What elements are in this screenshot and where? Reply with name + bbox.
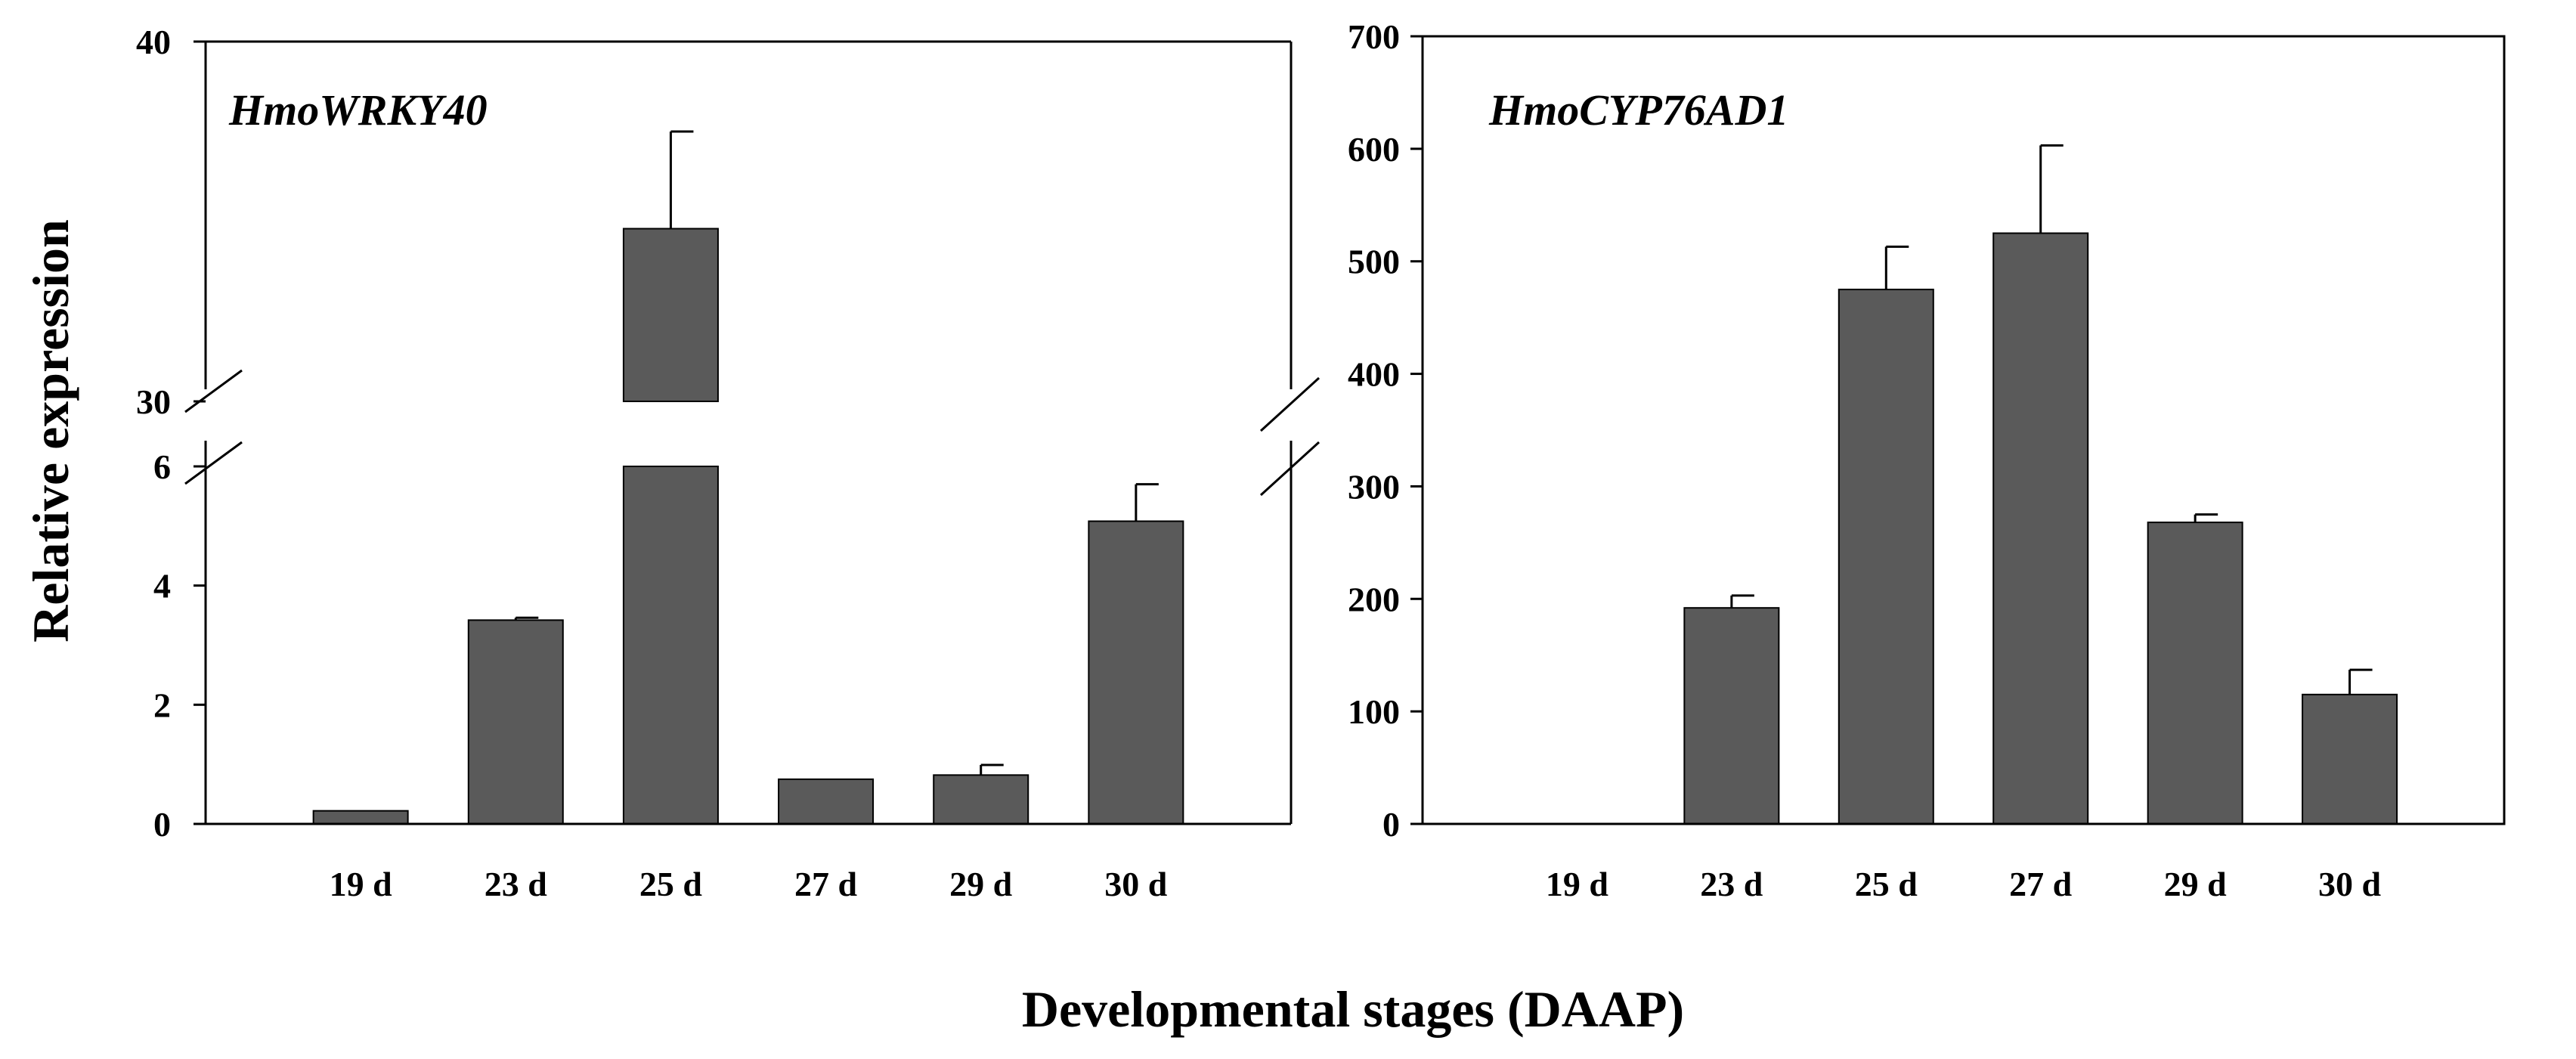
bar-29-d	[933, 774, 1029, 825]
right-ytick-label-1: 100	[1348, 692, 1400, 731]
bar-23-d	[1683, 607, 1780, 825]
left-ytick-label-lower-1: 2	[153, 686, 171, 724]
right-ytick-label-0: 0	[1382, 805, 1400, 844]
left-plot-frame	[204, 40, 1293, 825]
left-bars	[312, 228, 1184, 825]
right-ytick-label-2: 200	[1348, 580, 1400, 618]
right-frame-box	[1421, 35, 2506, 825]
bar-27-d	[1992, 232, 2089, 825]
left-xtick-label-29-d: 29 d	[949, 865, 1013, 903]
right-bars	[1683, 232, 2398, 825]
y-axis-title: Relative expression	[22, 219, 79, 643]
left-xtick-label-27-d: 27 d	[794, 865, 858, 903]
bar-30-d	[1088, 520, 1184, 825]
left-axis-break	[184, 369, 1321, 497]
bar-25-d-lower	[622, 466, 719, 825]
left-ytick-label-lower-3: 6	[153, 447, 171, 486]
right-y-ticks: 0 100 200 300 400 500 600 700	[1348, 17, 1423, 844]
left-ytick-label-upper-0: 30	[136, 382, 171, 421]
left-panel-title: HmoWRKY40	[228, 85, 488, 135]
right-panel-title: HmoCYP76AD1	[1488, 85, 1788, 135]
left-xtick-label-23-d: 23 d	[485, 865, 548, 903]
right-ytick-label-4: 400	[1348, 355, 1400, 394]
left-y-ticks: 0 2 4 6 30 40	[136, 23, 206, 844]
right-xtick-label-27-d: 27 d	[2009, 865, 2073, 903]
panel-hmowrky40: 0 2 4 6 30 40 19 d 23 d 25 d 27 d 29 d 30 d HmoWRK…	[136, 23, 1321, 903]
right-xtick-label-23-d: 23 d	[1700, 865, 1763, 903]
break-mark-right-lower	[1259, 441, 1321, 497]
break-mark-left-lower	[184, 441, 243, 485]
right-ytick-label-6: 600	[1348, 130, 1400, 169]
left-xtick-label-19-d: 19 d	[330, 865, 393, 903]
left-ytick-label-lower-0: 0	[153, 805, 171, 844]
right-xtick-label-19-d: 19 d	[1546, 865, 1609, 903]
right-xtick-label-29-d: 29 d	[2164, 865, 2228, 903]
right-ytick-label-5: 500	[1348, 243, 1400, 281]
right-ytick-label-3: 300	[1348, 467, 1400, 506]
break-mark-right-upper	[1259, 376, 1321, 432]
bar-23-d	[467, 619, 564, 825]
right-plot-frame	[1421, 35, 2506, 825]
right-ytick-label-7: 700	[1348, 17, 1400, 56]
left-xtick-label-25-d: 25 d	[639, 865, 703, 903]
right-xtick-label-30-d: 30 d	[2318, 865, 2382, 903]
right-error-bars	[1730, 144, 2373, 695]
bar-29-d	[2147, 522, 2243, 825]
bar-25-d	[1838, 288, 1934, 825]
bar-25-d-upper	[622, 228, 719, 402]
left-x-tick-labels: 19 d 23 d 25 d 27 d 29 d 30 d	[330, 865, 1168, 903]
bar-19-d	[312, 810, 409, 825]
x-axis-title: Developmental stages (DAAP)	[1022, 980, 1684, 1038]
bar-27-d	[778, 778, 875, 825]
left-ytick-label-lower-2: 4	[153, 567, 171, 605]
left-error-bars	[514, 130, 1159, 776]
break-mark-left-upper	[184, 369, 243, 413]
right-xtick-label-25-d: 25 d	[1855, 865, 1918, 903]
panel-hmocyp76ad1: 0 100 200 300 400 500 600 700 19 d 23 d 25 d 27 d 2…	[1348, 17, 2506, 903]
right-x-tick-labels: 19 d 23 d 25 d 27 d 29 d 30 d	[1546, 865, 2382, 903]
bar-break-gap-25-d	[618, 402, 723, 466]
bar-30-d	[2302, 693, 2398, 825]
left-xtick-label-30-d: 30 d	[1104, 865, 1168, 903]
left-ytick-label-upper-1: 40	[136, 23, 171, 61]
